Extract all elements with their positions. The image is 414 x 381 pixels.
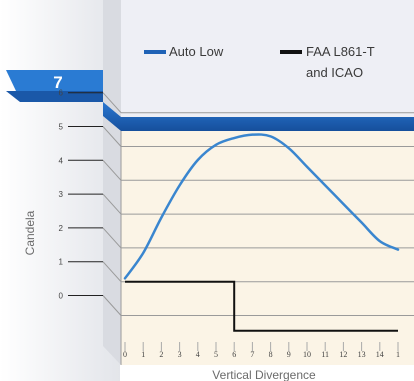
y-tick-label: 3 [59,190,64,199]
x-tick-label: 1 [396,350,400,359]
x-tick-label: 10 [303,350,311,359]
x-tick-label: 5 [214,350,218,359]
x-tick-label: 6 [232,350,236,359]
legend: Auto Low FAA L861-T and ICAO [144,44,375,80]
grid-slant-y [102,261,122,283]
legend-label-auto-low: Auto Low [169,44,224,59]
y-axis-label: Candela [23,210,37,255]
data-point-auto-low [269,135,272,138]
x-tick-label: 13 [358,350,366,359]
x-tick-label: 4 [196,350,200,359]
legend-label-faa-line1: FAA L861-T [306,44,375,59]
grid-slant-y [102,126,122,147]
y-tick-label: 4 [59,156,64,165]
x-tick-label: 2 [159,350,163,359]
series-line-faa-l861-t-icao [125,280,398,332]
x-tick-label: 12 [339,350,347,359]
x-axis-ticks: 0 1 2 3 4 5 6 7 8 9 10 11 12 13 14 1 [123,342,400,359]
x-tick-label: 9 [287,350,291,359]
grid-slant-y [102,159,122,181]
y-tick-label: 0 [59,292,64,301]
data-point-auto-low [160,216,163,219]
data-point-auto-low [233,137,235,139]
y-tick-label: 1 [59,258,64,267]
x-tick-label: 11 [321,350,329,359]
x-tick-label: 14 [376,350,384,359]
legend-header-panel [121,0,414,117]
data-point-auto-low [360,221,363,224]
x-tick-label: 0 [123,350,127,359]
value-badge: 7 [6,70,103,102]
x-tick-label: 3 [178,350,182,359]
series-line-auto-low [123,133,400,280]
badge-value: 7 [53,73,62,92]
y-axis-ticks: 0 1 2 3 4 5 6 [59,89,103,301]
left-depth-wall [103,0,121,365]
legend-label-faa-line2: and ICAO [306,65,363,80]
series [123,133,400,332]
data-point-auto-low [215,144,217,146]
x-axis-label: Vertical Divergence [212,368,316,381]
data-point-auto-low [197,159,199,161]
data-point-auto-low [251,133,254,136]
data-point-auto-low [379,240,381,242]
data-point-auto-low [306,165,308,168]
x-tick-label: 1 [141,350,145,359]
y-tick-label: 2 [59,224,64,233]
grid-slant-y [102,295,122,316]
y-tick-label: 5 [59,123,64,132]
grid-lines [102,92,414,365]
data-point-auto-low [124,277,126,280]
data-point-auto-low [397,248,399,251]
data-point-auto-low [288,147,290,149]
data-point-auto-low [342,203,345,205]
data-point-auto-low [178,184,181,187]
x-tick-label: 8 [269,350,273,359]
grid-slant-y [102,227,122,249]
grid-slant-y [102,193,122,215]
x-tick-label: 7 [250,350,254,359]
grid-slant-y [102,92,122,114]
header-strip [103,102,414,131]
data-point-auto-low [142,252,144,254]
data-point-auto-low [324,184,327,187]
y-tick-label: 6 [59,89,64,98]
left-gradient-strip [0,0,120,381]
